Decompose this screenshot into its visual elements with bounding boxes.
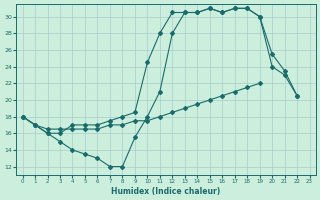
X-axis label: Humidex (Indice chaleur): Humidex (Indice chaleur) <box>111 187 221 196</box>
